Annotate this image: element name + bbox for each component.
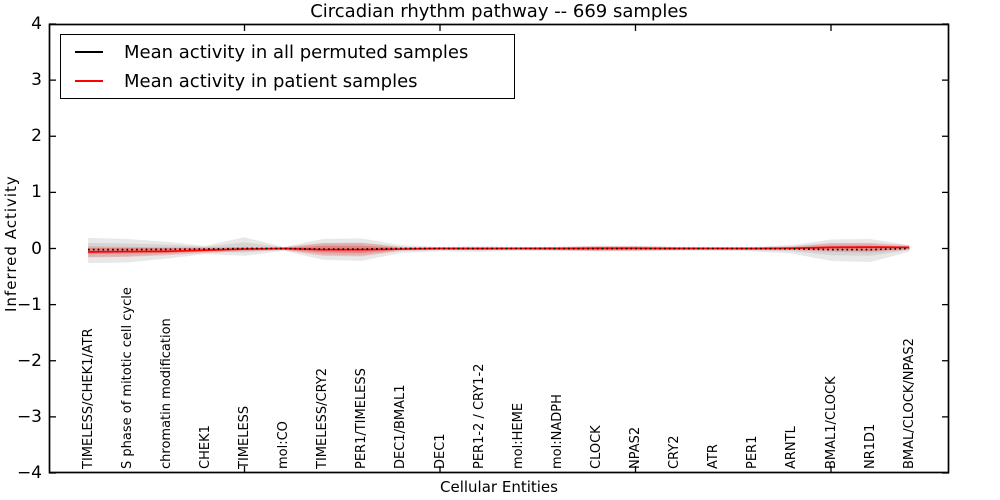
x-category-label: BMAL/CLOCK/NPAS2 xyxy=(901,338,917,469)
x-category-label: CLOCK xyxy=(588,425,604,469)
y-tick-label: −4 xyxy=(16,463,42,483)
band-patient-range-outer xyxy=(88,242,910,258)
chart-title: Circadian rhythm pathway -- 669 samples xyxy=(310,1,688,22)
x-category-label: CHEK1 xyxy=(197,425,213,469)
band-patient-range-inner xyxy=(88,245,910,255)
x-category-label: chromatin modification xyxy=(158,318,174,469)
y-tick-label: 4 xyxy=(31,14,42,34)
x-category-label: DEC1/BMAL1 xyxy=(393,384,409,470)
y-tick-label: 2 xyxy=(31,126,42,147)
x-category-label: mol:NADPH xyxy=(549,394,565,469)
x-category-label: ATR xyxy=(706,444,722,469)
y-tick-label: −2 xyxy=(16,350,42,371)
band-permuted-range-inner xyxy=(88,242,910,257)
x-category-label: S phase of mitotic cell cycle xyxy=(119,287,135,469)
x-category-label: ARNTL xyxy=(784,426,800,469)
y-tick-label: 1 xyxy=(31,182,42,203)
x-category-label: NR1D1 xyxy=(862,423,878,469)
y-tick-label: 3 xyxy=(31,70,42,91)
x-category-label: PER1 xyxy=(745,435,761,469)
x-category-label: NPAS2 xyxy=(628,426,643,469)
x-category-label: BMAL1/CLOCK xyxy=(823,376,839,469)
x-category-label: TIMELESS/CHEK1/ATR xyxy=(80,328,96,469)
legend-label-permuted: Mean activity in all permuted samples xyxy=(124,41,469,63)
legend-label-patient: Mean activity in patient samples xyxy=(124,70,418,92)
legend-row-patient: Mean activity in patient samples xyxy=(61,70,514,92)
x-category-label: PER1-2 / CRY1-2 xyxy=(471,363,487,469)
x-category-label: PER1/TIMELESS xyxy=(354,368,370,469)
x-category-label: mol:CO xyxy=(276,421,292,469)
y-tick-label: −3 xyxy=(16,406,42,427)
y-tick-label: 0 xyxy=(31,238,42,259)
patient-line-swatch xyxy=(75,80,103,82)
x-axis-label: Cellular Entities xyxy=(440,478,558,496)
band-permuted-range-outer xyxy=(88,237,910,264)
legend-row-permuted: Mean activity in all permuted samples xyxy=(61,41,514,63)
x-category-label: TIMELESS xyxy=(237,405,252,469)
x-category-label: TIMELESS/CRY2 xyxy=(315,367,331,469)
y-tick-label: −1 xyxy=(16,294,42,315)
x-category-label: CRY2 xyxy=(667,435,683,470)
line-patient-mean xyxy=(88,246,910,253)
permuted-line-swatch xyxy=(75,51,103,53)
legend: Mean activity in all permuted samples Me… xyxy=(60,34,515,99)
x-category-label: mol:HEME xyxy=(510,402,526,469)
x-category-label: DEC1 xyxy=(432,433,448,469)
